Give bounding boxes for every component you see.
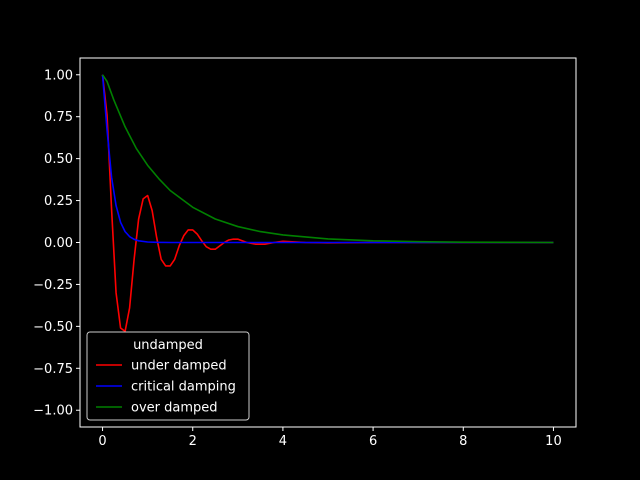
plot-frame [79,57,577,428]
x-tick-label: 8 [459,434,467,449]
series-line-0 [101,74,554,333]
y-tick-label: 0.25 [44,194,73,209]
axes-layer: 0 2 4 6 8 10 −1.00 −0.75 −0.50 −0.25 0.00 0.25 0.50 0… [33,68,562,449]
y-tick-label: −0.50 [33,320,73,335]
y-tick-label: 0.50 [44,152,73,167]
x-tick-label: 0 [98,434,106,449]
y-tick-label: −0.75 [33,362,73,377]
x-tick-label: 4 [279,434,287,449]
y-tick-label: −0.25 [33,278,73,293]
x-tick-label: 6 [369,434,377,449]
y-tick-label: 0.75 [44,110,73,125]
x-tick-label: 10 [545,434,562,449]
legend-entry-0: under damped [131,359,227,374]
legend-box [86,331,250,421]
series-line-2 [101,74,554,244]
y-tick-label: −1.00 [33,404,73,419]
x-tick-label: 2 [189,434,197,449]
series-layer [101,74,554,333]
legend-entry-1: critical damping [131,380,236,395]
legend-entry-2: over damped [131,401,218,416]
y-tick-label: 1.00 [44,68,73,83]
legend: undamped under damped critical damping over… [86,331,250,421]
y-tick-label: 0.00 [44,236,73,251]
series-line-1 [101,74,554,244]
legend-title: undamped [133,338,203,353]
